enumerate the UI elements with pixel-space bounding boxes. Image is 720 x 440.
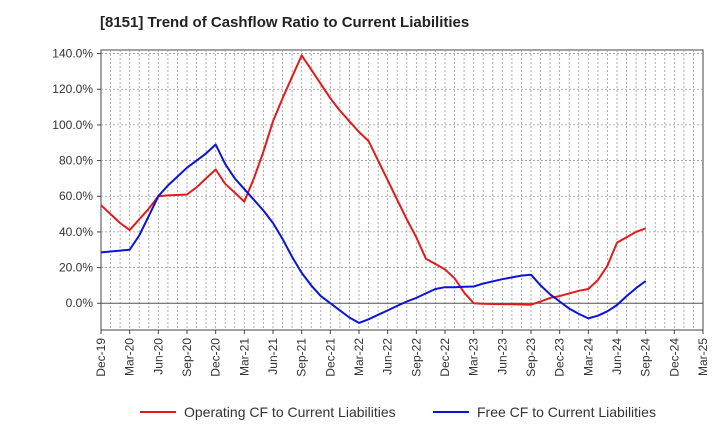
x-tick-label: Jun-24 [610,338,624,375]
legend-item-free-cf: Free CF to Current Liabilities [433,404,656,420]
x-tick-label: Mar-21 [237,338,251,376]
legend-item-operating-cf: Operating CF to Current Liabilities [140,404,396,420]
x-tick-label: Dec-21 [323,338,337,377]
x-tick-label: Jun-21 [266,338,280,375]
x-tick-label: Sep-21 [295,338,309,377]
x-axis: Dec-19 Mar-20 Jun-20 Sep-20 Dec-20 Mar-21 Jun-… [94,330,710,377]
plot-area [100,49,704,331]
x-tick-label: Sep-23 [524,338,538,377]
legend-swatch-operating-cf [140,411,176,413]
x-tick-label: Jun-20 [151,338,165,375]
y-tick-label: 20.0% [59,261,93,275]
x-tick-label: Jun-23 [495,338,509,375]
y-tick-label: 120.0% [52,82,93,96]
y-tick-label: 60.0% [59,189,93,203]
x-tick-label: Sep-20 [180,338,194,377]
legend-swatch-free-cf [433,411,469,413]
x-tick-label: Mar-22 [352,338,366,376]
x-tick-label: Dec-24 [667,338,681,377]
x-tick-label: Mar-25 [696,338,710,376]
series-lines [100,54,647,324]
y-tick-label: 140.0% [52,47,93,61]
y-tick-label: 0.0% [66,296,94,310]
x-tick-label: Dec-23 [553,338,567,377]
y-tick-label: 100.0% [52,118,93,132]
x-tick-label: Dec-19 [94,338,108,377]
chart-title: [8151] Trend of Cashflow Ratio to Curren… [100,14,470,31]
y-tick-label: 40.0% [59,225,93,239]
legend-label-free-cf: Free CF to Current Liabilities [477,404,656,420]
y-tick-label: 80.0% [59,154,93,168]
x-tick-label: Mar-20 [123,338,137,376]
x-tick-label: Sep-24 [639,338,653,377]
legend: Operating CF to Current Liabilities Free… [0,404,720,426]
x-tick-label: Sep-22 [409,338,423,377]
x-tick-label: Mar-23 [467,338,481,376]
x-tick-label: Dec-20 [209,338,223,377]
x-tick-label: Mar-24 [581,338,595,376]
x-tick-label: Jun-22 [381,338,395,375]
series-line-free-cf [100,143,647,324]
x-tick-label: Dec-22 [438,338,452,377]
legend-label-operating-cf: Operating CF to Current Liabilities [184,404,396,420]
y-axis: 140.0% 120.0% 100.0% 80.0% 60.0% 40.0% 20.0% 0.… [52,47,101,310]
